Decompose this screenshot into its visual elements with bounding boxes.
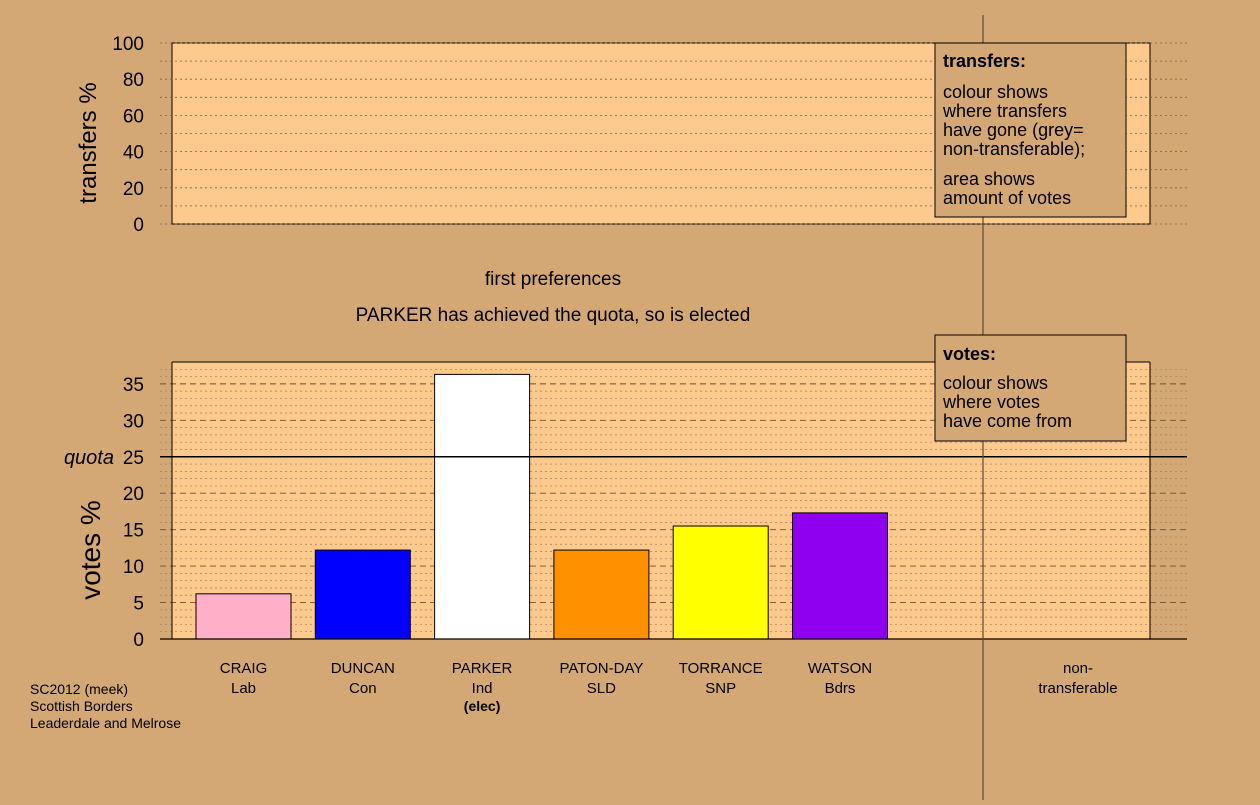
candidate-party: Lab: [231, 680, 256, 697]
votes-y-tick-label: 0: [133, 630, 144, 651]
candidate-name: WATSON: [808, 660, 872, 677]
transfers-y-tick-label: 40: [123, 143, 144, 164]
votes-y-tick-label: 30: [123, 411, 144, 432]
status-message: PARKER has achieved the quota, so is ele…: [356, 305, 751, 326]
footer-line-3: Leaderdale and Melrose: [30, 715, 181, 731]
votes-y-tick-label: 35: [123, 375, 144, 396]
votes-y-tick-label: 5: [133, 594, 144, 615]
transfers-info-line-1: colour shows: [943, 82, 1048, 102]
votes-info-box: votes: colour shows where votes have com…: [934, 334, 1127, 442]
votes-y-tick-label: 10: [123, 557, 144, 578]
bar-torrance: [672, 525, 769, 640]
transfers-info-line-2: where transfers: [942, 101, 1067, 121]
votes-y-ticks: 0 5 10 15 20 25 30 35: [123, 375, 144, 651]
transfers-y-tick-label: 100: [112, 34, 144, 55]
quota-label: quota: [64, 447, 114, 469]
votes-info-line-3: have come from: [943, 411, 1072, 431]
votes-category-labels: CRAIG Lab DUNCAN Con PARKER Ind(elec) PATON-DA…: [220, 660, 1118, 714]
transfers-info-title: transfers:: [943, 51, 1026, 71]
votes-info-box-bg: [934, 334, 1127, 442]
candidate-party: Con: [349, 680, 377, 697]
transfers-info-line-3: have gone (grey=: [943, 120, 1084, 140]
candidate-name: CRAIG: [220, 660, 268, 677]
votes-y-tick-label: 25: [123, 448, 144, 469]
candidate-name: TORRANCE: [679, 660, 763, 677]
bar-parker: [434, 373, 531, 640]
transfers-y-tick-label: 20: [123, 179, 144, 200]
footer-source: SC2012 (meek) Scottish Borders Leaderdal…: [30, 681, 181, 731]
votes-y-tick-label: 20: [123, 484, 144, 505]
candidate-party: SLD: [587, 680, 616, 697]
stage-label: first preferences: [485, 269, 621, 290]
candidate-name: PATON-DAY: [559, 660, 643, 677]
votes-info-line-2: where votes: [942, 392, 1040, 412]
bar-duncan: [314, 549, 411, 640]
transfers-y-axis-label: transfers %: [75, 82, 102, 203]
votes-bars: [195, 373, 888, 640]
votes-info-title: votes:: [943, 344, 996, 364]
votes-y-tick-label: 15: [123, 521, 144, 542]
nontransferable-label: non-: [1063, 660, 1093, 677]
transfers-y-tick-label: 0: [133, 215, 144, 236]
transfers-info-line-6: amount of votes: [943, 188, 1071, 208]
candidate-party: Bdrs: [825, 680, 856, 697]
transfers-info-box-bg: [934, 42, 1127, 218]
candidate-name: DUNCAN: [331, 660, 395, 677]
transfers-info-line-5: area shows: [943, 169, 1035, 189]
transfers-info-line-4: non-transferable);: [943, 139, 1085, 159]
bar-paton-day: [553, 549, 650, 640]
transfers-info-box: transfers: colour shows where transfers …: [934, 42, 1127, 218]
bar-watson: [792, 512, 888, 640]
candidate-status: (elec): [464, 698, 501, 714]
candidate-name: PARKER: [452, 660, 513, 677]
votes-info-line-1: colour shows: [943, 373, 1048, 393]
candidate-party: SNP: [705, 680, 736, 697]
transfers-y-tick-label: 60: [123, 106, 144, 127]
footer-line-2: Scottish Borders: [30, 698, 133, 714]
bar-craig: [195, 593, 292, 640]
footer-line-1: SC2012 (meek): [30, 681, 128, 697]
nontransferable-label: transferable: [1038, 680, 1117, 697]
transfers-y-tick-label: 80: [123, 70, 144, 91]
candidate-party: Ind: [472, 680, 493, 697]
transfers-y-ticks: 0 20 40 60 80 100: [112, 34, 144, 236]
votes-y-axis-label: votes %: [75, 500, 106, 600]
